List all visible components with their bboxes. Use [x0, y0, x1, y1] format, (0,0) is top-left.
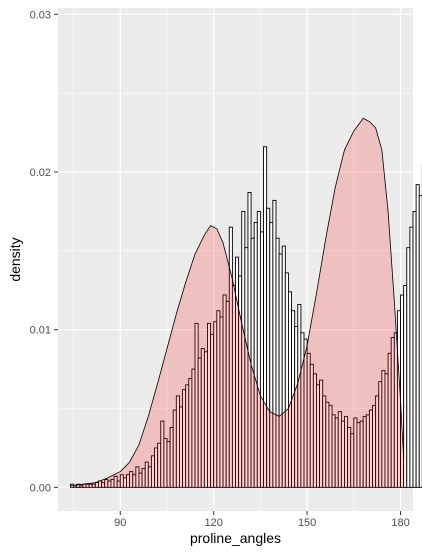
- histogram-bars: [70, 146, 422, 488]
- histogram-bar: [409, 226, 414, 488]
- y-axis: 0.00 0.01 0.02 0.03: [30, 9, 58, 494]
- x-tick-label: 180: [391, 517, 409, 529]
- y-axis-title: density: [7, 237, 23, 281]
- x-tick-label: 120: [205, 517, 223, 529]
- density-layer: [70, 117, 405, 488]
- x-axis: 90 120 150 180: [114, 511, 410, 529]
- histogram-bar: [415, 184, 420, 488]
- y-tick-label: 0.02: [30, 167, 51, 179]
- x-tick-label: 90: [114, 517, 126, 529]
- histogram-bar: [418, 195, 422, 488]
- density-line: [70, 117, 405, 487]
- y-tick-label: 0.00: [30, 482, 51, 494]
- x-axis-title: proline_angles: [190, 530, 281, 546]
- histogram-bar: [403, 285, 408, 488]
- x-tick-label: 150: [298, 517, 316, 529]
- histogram-bar: [406, 247, 411, 488]
- y-tick-label: 0.03: [30, 9, 51, 21]
- histogram-bar: [412, 210, 417, 488]
- y-tick-label: 0.01: [30, 325, 51, 337]
